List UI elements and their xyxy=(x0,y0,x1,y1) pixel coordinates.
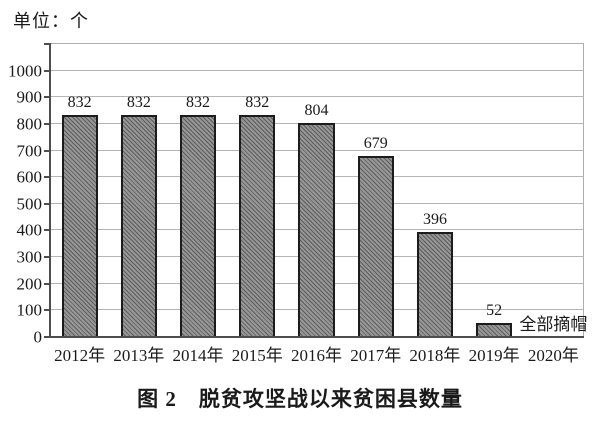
y-axis-tick xyxy=(44,176,50,179)
plot-area: 0 100 200 300 400 500 600 700 800 900 1000 832 832 8… xyxy=(8,43,588,364)
x-axis-line xyxy=(49,336,584,338)
y-axis-label: 400 xyxy=(16,220,43,240)
bar-value-label: 832 xyxy=(186,94,211,112)
x-axis-label-2015年: 2015年 xyxy=(231,346,283,365)
y-axis-label: 600 xyxy=(16,167,43,187)
bar-2016年 xyxy=(298,122,335,337)
x-axis-label-2016年: 2016年 xyxy=(290,346,342,365)
y-axis-label: 500 xyxy=(16,194,43,214)
y-axis-line xyxy=(49,43,51,338)
bar-2018年 xyxy=(416,231,453,337)
y-axis-label: 900 xyxy=(16,87,43,107)
y-axis-tick xyxy=(44,282,50,285)
y-axis-tick xyxy=(44,202,50,205)
x-axis-label-2020年: 2020年 xyxy=(527,346,579,365)
y-axis-tick xyxy=(44,309,50,312)
annotation-all-delisted: 全部摘帽 xyxy=(519,315,588,334)
y-axis-label: 0 xyxy=(33,327,43,347)
bar-2019年 xyxy=(476,323,513,337)
bar-value-label: 832 xyxy=(245,94,270,112)
bar-2017年 xyxy=(357,156,394,337)
y-axis-tick xyxy=(44,96,50,99)
y-axis-tick xyxy=(44,256,50,259)
x-axis-label-2019年: 2019年 xyxy=(468,346,520,365)
x-axis-label-2014年: 2014年 xyxy=(172,346,224,365)
bar-2015年 xyxy=(239,115,276,337)
figure-caption: 图 2 脱贫攻坚战以来贫困县数量 xyxy=(137,387,463,411)
bar-value-label: 832 xyxy=(126,94,151,112)
y-axis-tick xyxy=(44,336,50,338)
y-axis-unit-label: 单位：个 xyxy=(13,11,89,31)
bar-value-label: 679 xyxy=(363,135,388,153)
y-axis-label: 200 xyxy=(16,274,43,294)
x-axis-labels: 2012年 2013年 2014年 2015年 2016年 2017年 2018年 2019年… xyxy=(50,347,583,364)
y-axis-tick xyxy=(44,122,50,125)
bar-value-label: 832 xyxy=(67,94,92,112)
bar-value-label: 804 xyxy=(304,101,329,119)
bar-2014年 xyxy=(179,115,217,337)
gridline xyxy=(50,69,583,71)
bar-value-label: 52 xyxy=(486,302,503,320)
gridline xyxy=(50,96,583,98)
bar-2012年 xyxy=(61,115,98,337)
y-axis-label: 300 xyxy=(16,247,43,267)
y-axis-tick xyxy=(44,229,50,232)
x-axis-label-2013年: 2013年 xyxy=(113,346,165,365)
bar-2013年 xyxy=(120,115,157,337)
x-axis-label-2012年: 2012年 xyxy=(54,346,106,365)
y-axis-tick xyxy=(44,149,50,152)
y-axis-label: 700 xyxy=(16,141,43,161)
x-axis-label-2018年: 2018年 xyxy=(409,346,461,365)
x-axis-label-2017年: 2017年 xyxy=(350,346,402,365)
y-axis-tick xyxy=(44,69,50,72)
y-axis-tick xyxy=(44,43,50,45)
y-axis-label: 800 xyxy=(16,114,43,134)
y-axis-label: 100 xyxy=(16,300,43,320)
y-axis-label: 1000 xyxy=(8,61,42,81)
bar-value-label: 396 xyxy=(422,210,447,228)
